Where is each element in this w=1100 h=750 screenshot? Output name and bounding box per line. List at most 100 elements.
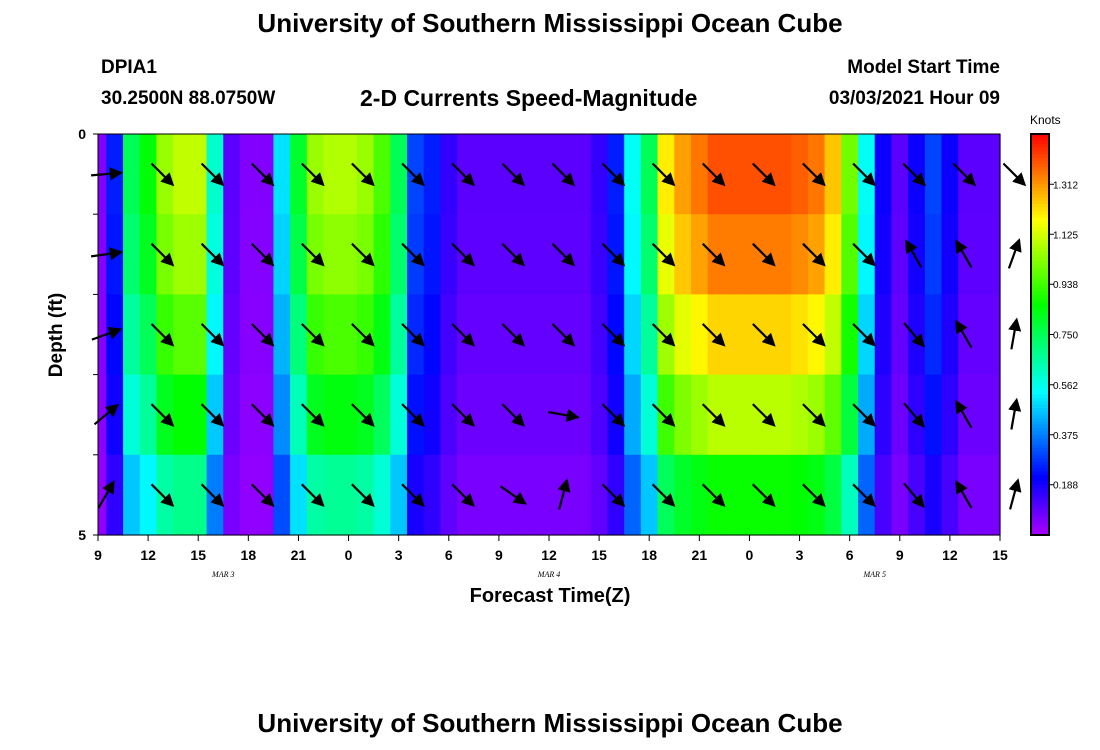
heatmap-cell (473, 214, 492, 295)
current-vector (200, 483, 225, 508)
heatmap-cell (223, 214, 241, 295)
x-tick-label: 15 (190, 547, 206, 563)
heatmap-cell (239, 214, 258, 295)
heatmap-cell (490, 214, 508, 295)
heatmap-cell (858, 374, 876, 456)
heatmap-cell (173, 374, 191, 456)
heatmap-cell (707, 374, 725, 456)
heatmap-cell (624, 214, 642, 295)
colorbar-band (1031, 344, 1049, 349)
colorbar-band (1031, 167, 1049, 172)
colorbar-band (1031, 247, 1049, 252)
x-tick-label: 0 (345, 547, 353, 563)
current-vector (651, 403, 676, 427)
current-vector (802, 162, 826, 187)
x-tick-label: 12 (140, 547, 156, 563)
x-tick-label: 9 (896, 547, 904, 563)
heatmap-cell (874, 134, 893, 215)
heatmap-cell (958, 374, 976, 456)
heatmap-cell (841, 214, 859, 295)
footer-title: University of Southern Mississippi Ocean… (257, 708, 843, 738)
heatmap-cell (791, 294, 809, 376)
heatmap-cell (423, 214, 442, 295)
current-vector (501, 403, 526, 427)
colorbar-tick-label: 0.188 (1053, 481, 1078, 492)
heatmap-cell (323, 454, 341, 536)
colorbar-band (1031, 454, 1049, 459)
x-tick-label: 12 (942, 547, 958, 563)
current-vector (852, 323, 876, 347)
heatmap-cell (189, 134, 208, 215)
current-vector (955, 479, 973, 509)
colorbar-band (1031, 418, 1049, 422)
heatmap-cell (239, 454, 258, 536)
colorbar-band (1031, 237, 1049, 242)
colorbar-band (1031, 451, 1049, 456)
heatmap-cell (340, 374, 358, 456)
colorbar-band (1031, 321, 1049, 326)
heatmap-cell (657, 374, 675, 456)
heatmap-cell (908, 374, 926, 456)
heatmap-cell (707, 294, 725, 376)
colorbar-band (1031, 157, 1049, 162)
station-id: DPIA1 (101, 57, 157, 78)
heatmap-cell (123, 374, 141, 456)
colorbar-band (1031, 314, 1049, 319)
heatmap-cell (256, 374, 274, 456)
heatmap-cell (239, 134, 258, 215)
current-vector (752, 403, 776, 427)
heatmap-cell (457, 294, 475, 376)
heatmap-cell (440, 134, 458, 215)
heatmap-cell (189, 454, 208, 536)
colorbar-band (1031, 357, 1049, 362)
heatmap-cell (807, 294, 826, 376)
colorbar-band (1031, 374, 1049, 379)
x-tick-label: 3 (796, 547, 804, 563)
current-vector (200, 403, 225, 427)
heatmap-cell (590, 134, 609, 215)
current-vector (601, 483, 626, 508)
heatmap-cell (891, 374, 909, 456)
current-vector (905, 239, 923, 268)
current-vector (250, 403, 275, 427)
current-vector (548, 408, 580, 422)
colorbar-band (1031, 468, 1049, 473)
heatmap-cell (290, 134, 308, 215)
colorbar-band (1031, 361, 1049, 366)
colorbar-band (1031, 277, 1049, 282)
heatmap-cell (874, 294, 893, 376)
heatmap-cell (540, 294, 558, 376)
colorbar-band (1031, 294, 1049, 299)
heatmap-cell (290, 294, 308, 376)
heatmap-cell (908, 454, 926, 536)
colorbar-band (1031, 217, 1049, 222)
colorbar-band (1031, 414, 1049, 419)
heatmap-cell (173, 294, 191, 376)
heatmap-cell (273, 134, 291, 215)
heatmap-cell (657, 294, 675, 376)
colorbar-band (1031, 334, 1049, 339)
heatmap-cell (473, 454, 492, 536)
heatmap-cell (423, 294, 442, 376)
heatmap-cell (991, 294, 1001, 376)
heatmap-cell (356, 374, 375, 456)
heatmap-cell (991, 134, 1001, 215)
current-vector (955, 399, 973, 429)
current-vector (90, 247, 124, 261)
current-vector (601, 403, 626, 427)
heatmap-cell (139, 134, 158, 215)
heatmap-cell (290, 214, 308, 295)
heatmap-cell (557, 454, 575, 536)
colorbar-band (1031, 184, 1049, 189)
colorbar-band (1031, 461, 1049, 466)
heatmap-cell (824, 134, 842, 215)
model-start-label: Model Start Time (847, 57, 1000, 78)
colorbar-band (1031, 514, 1049, 519)
heatmap-cell (807, 454, 826, 536)
current-vector (200, 162, 225, 187)
colorbar-band (1031, 481, 1049, 486)
x-tick-label: 3 (395, 547, 403, 563)
heatmap-cell (607, 374, 625, 456)
current-vector (651, 242, 676, 267)
